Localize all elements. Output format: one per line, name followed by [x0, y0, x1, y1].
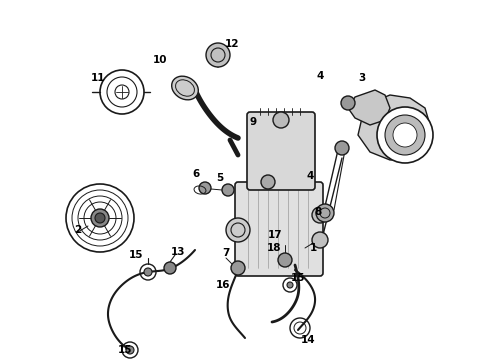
Text: 17: 17: [268, 230, 282, 240]
Text: 15: 15: [291, 273, 305, 283]
Text: 15: 15: [118, 345, 132, 355]
Circle shape: [312, 207, 328, 223]
Text: 16: 16: [216, 280, 230, 290]
Text: 11: 11: [91, 73, 105, 83]
Text: 4: 4: [306, 171, 314, 181]
Circle shape: [126, 346, 134, 354]
Text: 12: 12: [225, 39, 239, 49]
Circle shape: [377, 107, 433, 163]
Polygon shape: [358, 95, 430, 160]
Text: 13: 13: [171, 247, 185, 257]
Circle shape: [278, 253, 292, 267]
Text: 8: 8: [315, 207, 321, 217]
Circle shape: [95, 213, 105, 223]
Text: 5: 5: [217, 173, 223, 183]
Circle shape: [164, 262, 176, 274]
Circle shape: [144, 268, 152, 276]
Circle shape: [316, 204, 334, 222]
Text: 18: 18: [267, 243, 281, 253]
Text: 1: 1: [309, 243, 317, 253]
Text: 6: 6: [193, 169, 199, 179]
Text: 9: 9: [249, 117, 257, 127]
Circle shape: [385, 115, 425, 155]
FancyBboxPatch shape: [235, 182, 323, 276]
Circle shape: [199, 182, 211, 194]
Circle shape: [341, 96, 355, 110]
Circle shape: [226, 218, 250, 242]
Circle shape: [91, 209, 109, 227]
Circle shape: [335, 141, 349, 155]
Circle shape: [273, 112, 289, 128]
Polygon shape: [348, 90, 390, 125]
Circle shape: [231, 261, 245, 275]
Ellipse shape: [172, 76, 198, 100]
Text: 14: 14: [301, 335, 315, 345]
Text: 4: 4: [317, 71, 324, 81]
Circle shape: [393, 123, 417, 147]
Circle shape: [261, 175, 275, 189]
Text: 2: 2: [74, 225, 82, 235]
Text: 10: 10: [153, 55, 167, 65]
Circle shape: [206, 43, 230, 67]
Circle shape: [312, 232, 328, 248]
Text: 15: 15: [129, 250, 143, 260]
Text: 3: 3: [358, 73, 366, 83]
Circle shape: [222, 184, 234, 196]
FancyBboxPatch shape: [247, 112, 315, 190]
Circle shape: [287, 282, 293, 288]
Text: 7: 7: [222, 248, 230, 258]
